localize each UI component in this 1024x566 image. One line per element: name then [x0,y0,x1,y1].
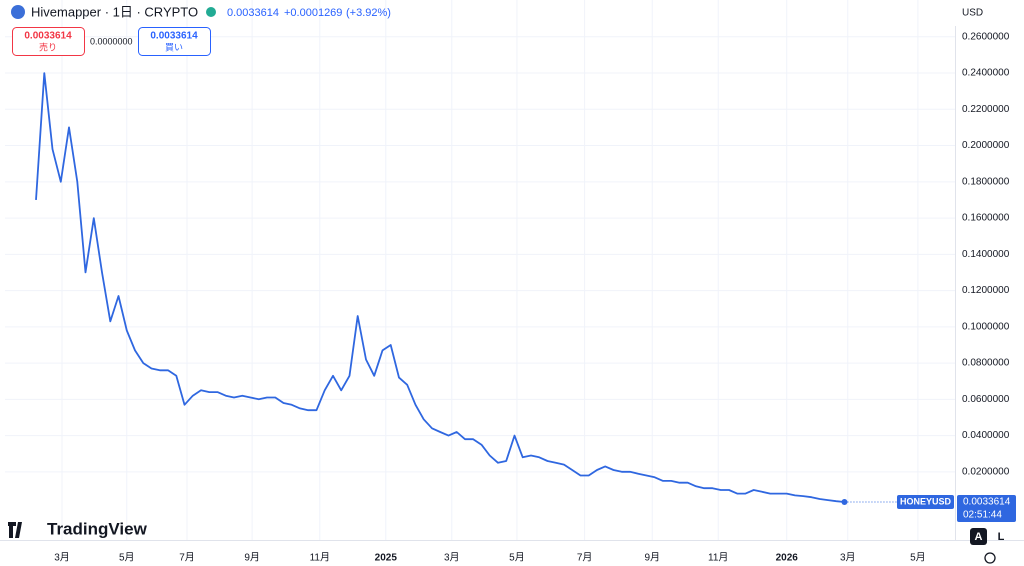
tv-logo-text[interactable]: TradingView [47,519,148,538]
log-label[interactable]: L [998,531,1005,543]
x-tick-label: 5月 [509,552,525,564]
x-tick-label: 9月 [244,552,260,564]
y-tick-label: 0.0400000 [962,430,1010,441]
y-tick-label: 0.0200000 [962,466,1010,477]
x-tick-label: 11月 [310,552,330,564]
x-tick-label: 2026 [776,553,799,564]
settings-icon[interactable] [984,552,996,564]
x-tick-label: 3月 [840,552,856,564]
spread: 0.0000000 [90,36,133,46]
x-tick-label: 5月 [119,552,135,564]
last-price: 0.0033614 [227,7,279,19]
y-tick-label: 0.1600000 [962,213,1010,224]
price-change-pct: (+3.92%) [346,7,391,19]
symbol-logo[interactable] [11,5,25,19]
market-status[interactable] [206,7,216,17]
countdown: 02:51:44 [963,510,1002,521]
buy-price[interactable]: 0.0033614 [150,31,198,42]
x-tick-label: 3月 [54,552,70,564]
x-tick-label: 7月 [179,552,195,564]
y-tick-label: 0.1800000 [962,176,1010,187]
auto-button[interactable] [970,528,987,545]
y-tick-label: 0.2200000 [962,104,1010,115]
x-tick-label: 9月 [644,552,660,564]
sell-price[interactable]: 0.0033614 [24,31,72,42]
y-tick-label: 0.0800000 [962,358,1010,369]
last-point [841,499,848,506]
x-tick-label: 5月 [910,552,926,564]
tv-logo-icon[interactable] [8,522,22,538]
buy-button[interactable] [138,27,211,56]
y-tick-label: 0.1000000 [962,321,1010,332]
x-tick-label: 11月 [708,552,728,564]
symbol-title[interactable]: Hivemapper · 1日 · CRYPTO [31,4,198,19]
x-tick-label: 2025 [375,553,398,564]
auto-label[interactable]: A [975,531,983,543]
price-line [35,72,845,503]
price-change: +0.0001269 [284,7,342,19]
y-tick-label: 0.1400000 [962,249,1010,260]
price-tag-value: 0.0033614 [963,497,1011,508]
currency[interactable]: USD [962,8,983,19]
x-tick-label: 3月 [444,552,460,564]
sell-button[interactable] [12,27,85,56]
y-tick-label: 0.0600000 [962,394,1010,405]
y-tick-label: 0.2600000 [962,31,1010,42]
y-tick-label: 0.2000000 [962,140,1010,151]
symbol-tag [897,495,954,510]
y-tick-label: 0.2400000 [962,68,1010,79]
y-tick-label: 0.1200000 [962,285,1010,296]
sell-label[interactable]: 売り [39,41,57,52]
price-tag [957,495,1016,523]
currency-box[interactable] [955,0,1024,26]
x-tick-label: 7月 [577,552,593,564]
buy-label[interactable]: 買い [165,42,183,52]
symbol-tag-label: HONEYUSD [900,496,952,506]
